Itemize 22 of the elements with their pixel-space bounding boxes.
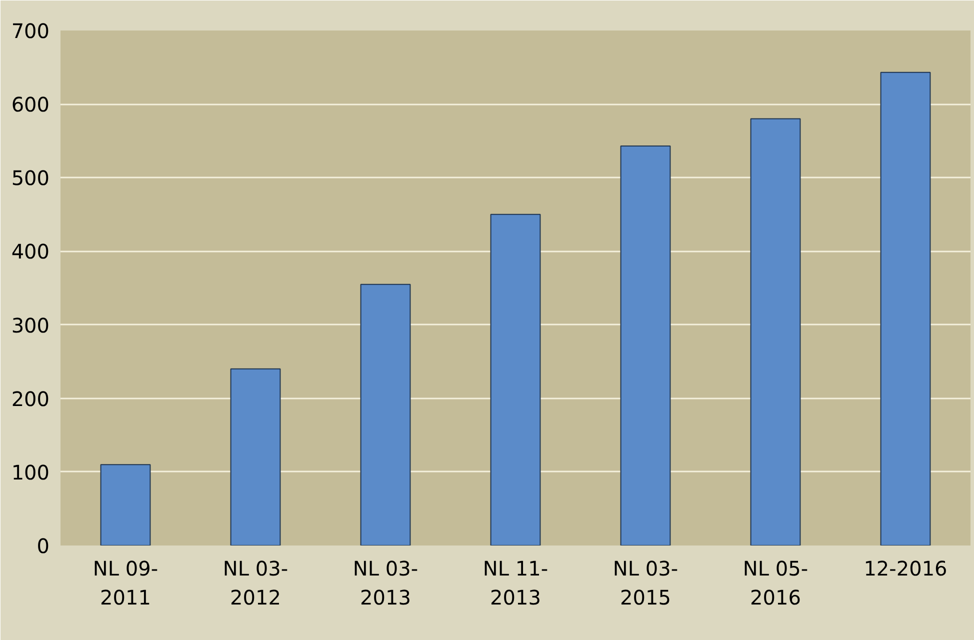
y-tick-label: 100 <box>11 460 50 484</box>
x-tick-label: NL 03-2013 <box>352 556 418 610</box>
bar <box>620 146 671 546</box>
bar <box>230 368 281 546</box>
bar <box>490 214 541 546</box>
x-tick-label: NL 09-2011 <box>92 556 158 610</box>
x-tick-label: NL 05-2016 <box>742 556 808 610</box>
x-tick-label: NL 03-2015 <box>612 556 678 610</box>
y-tick-label: 300 <box>11 313 50 338</box>
bar <box>880 72 931 546</box>
x-tick-label: 12-2016 <box>864 556 948 580</box>
y-tick-label: 700 <box>11 19 50 43</box>
y-tick-label: 200 <box>11 386 50 411</box>
x-tick-label: NL 11-2013 <box>482 556 548 610</box>
bar <box>750 118 801 546</box>
bar <box>100 464 151 546</box>
y-tick-label: 600 <box>11 92 50 117</box>
y-tick-label: 500 <box>11 166 50 190</box>
x-tick-label: NL 03-2012 <box>222 556 288 610</box>
y-tick-label: 0 <box>36 534 50 558</box>
bar <box>360 284 411 546</box>
y-tick-label: 400 <box>11 240 50 264</box>
